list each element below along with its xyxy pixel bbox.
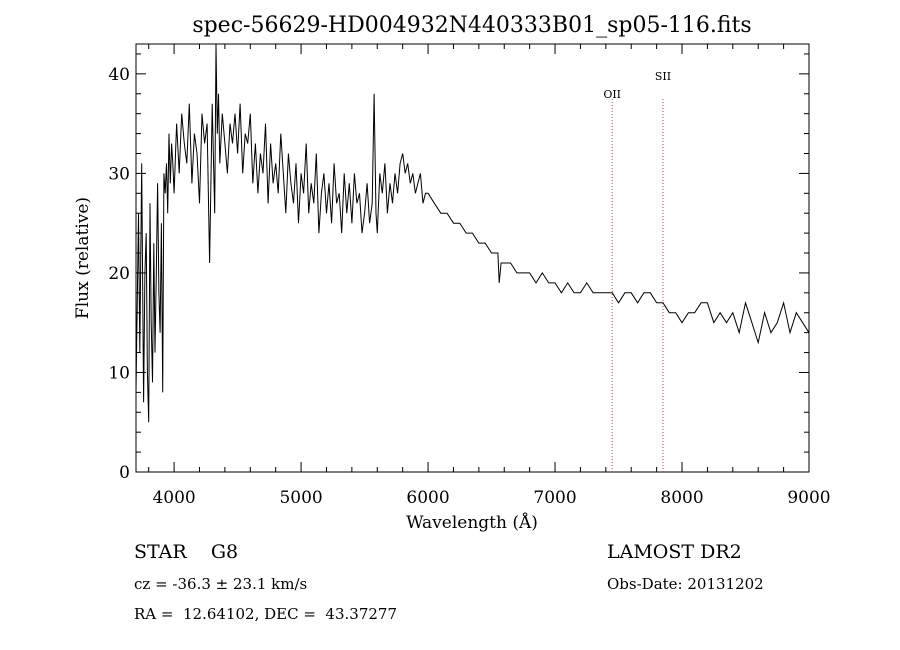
y-tick-label: 20 (108, 264, 130, 284)
emission-line-label: SII (655, 70, 671, 83)
x-tick-label: 6000 (406, 488, 449, 508)
observation-date: Obs-Date: 20131202 (607, 575, 764, 593)
spectral-classification: STAR G8 (134, 541, 239, 563)
y-tick-label: 10 (108, 363, 130, 383)
y-tick-label: 0 (119, 463, 130, 483)
chart-title: spec-56629-HD004932N440333B01_sp05-116.f… (192, 13, 751, 38)
emission-line-markers: OII SII (603, 70, 671, 472)
y-tick-label: 30 (108, 164, 130, 184)
redshift-velocity: cz = -36.3 ± 23.1 km/s (134, 575, 308, 593)
plot-frame (135, 43, 810, 473)
x-axis-label: Wavelength (Å) (406, 512, 538, 533)
x-tick-labels: 4000 5000 6000 7000 8000 9000 (152, 488, 830, 508)
y-axis-label: Flux (relative) (73, 197, 93, 319)
survey-name: LAMOST DR2 (607, 541, 742, 563)
y-tick-label: 40 (108, 65, 130, 85)
sky-coordinates: RA = 12.64102, DEC = 43.37277 (134, 605, 398, 623)
x-tick-label: 9000 (787, 488, 830, 508)
x-tick-label: 8000 (660, 488, 703, 508)
emission-line-label: OII (603, 88, 621, 101)
x-tick-label: 5000 (279, 488, 322, 508)
x-tick-label: 4000 (152, 488, 195, 508)
y-tick-labels: 0 10 20 30 40 (108, 65, 130, 483)
flux-series-line (135, 43, 810, 423)
axis-ticks (136, 44, 810, 473)
x-tick-label: 7000 (533, 488, 576, 508)
